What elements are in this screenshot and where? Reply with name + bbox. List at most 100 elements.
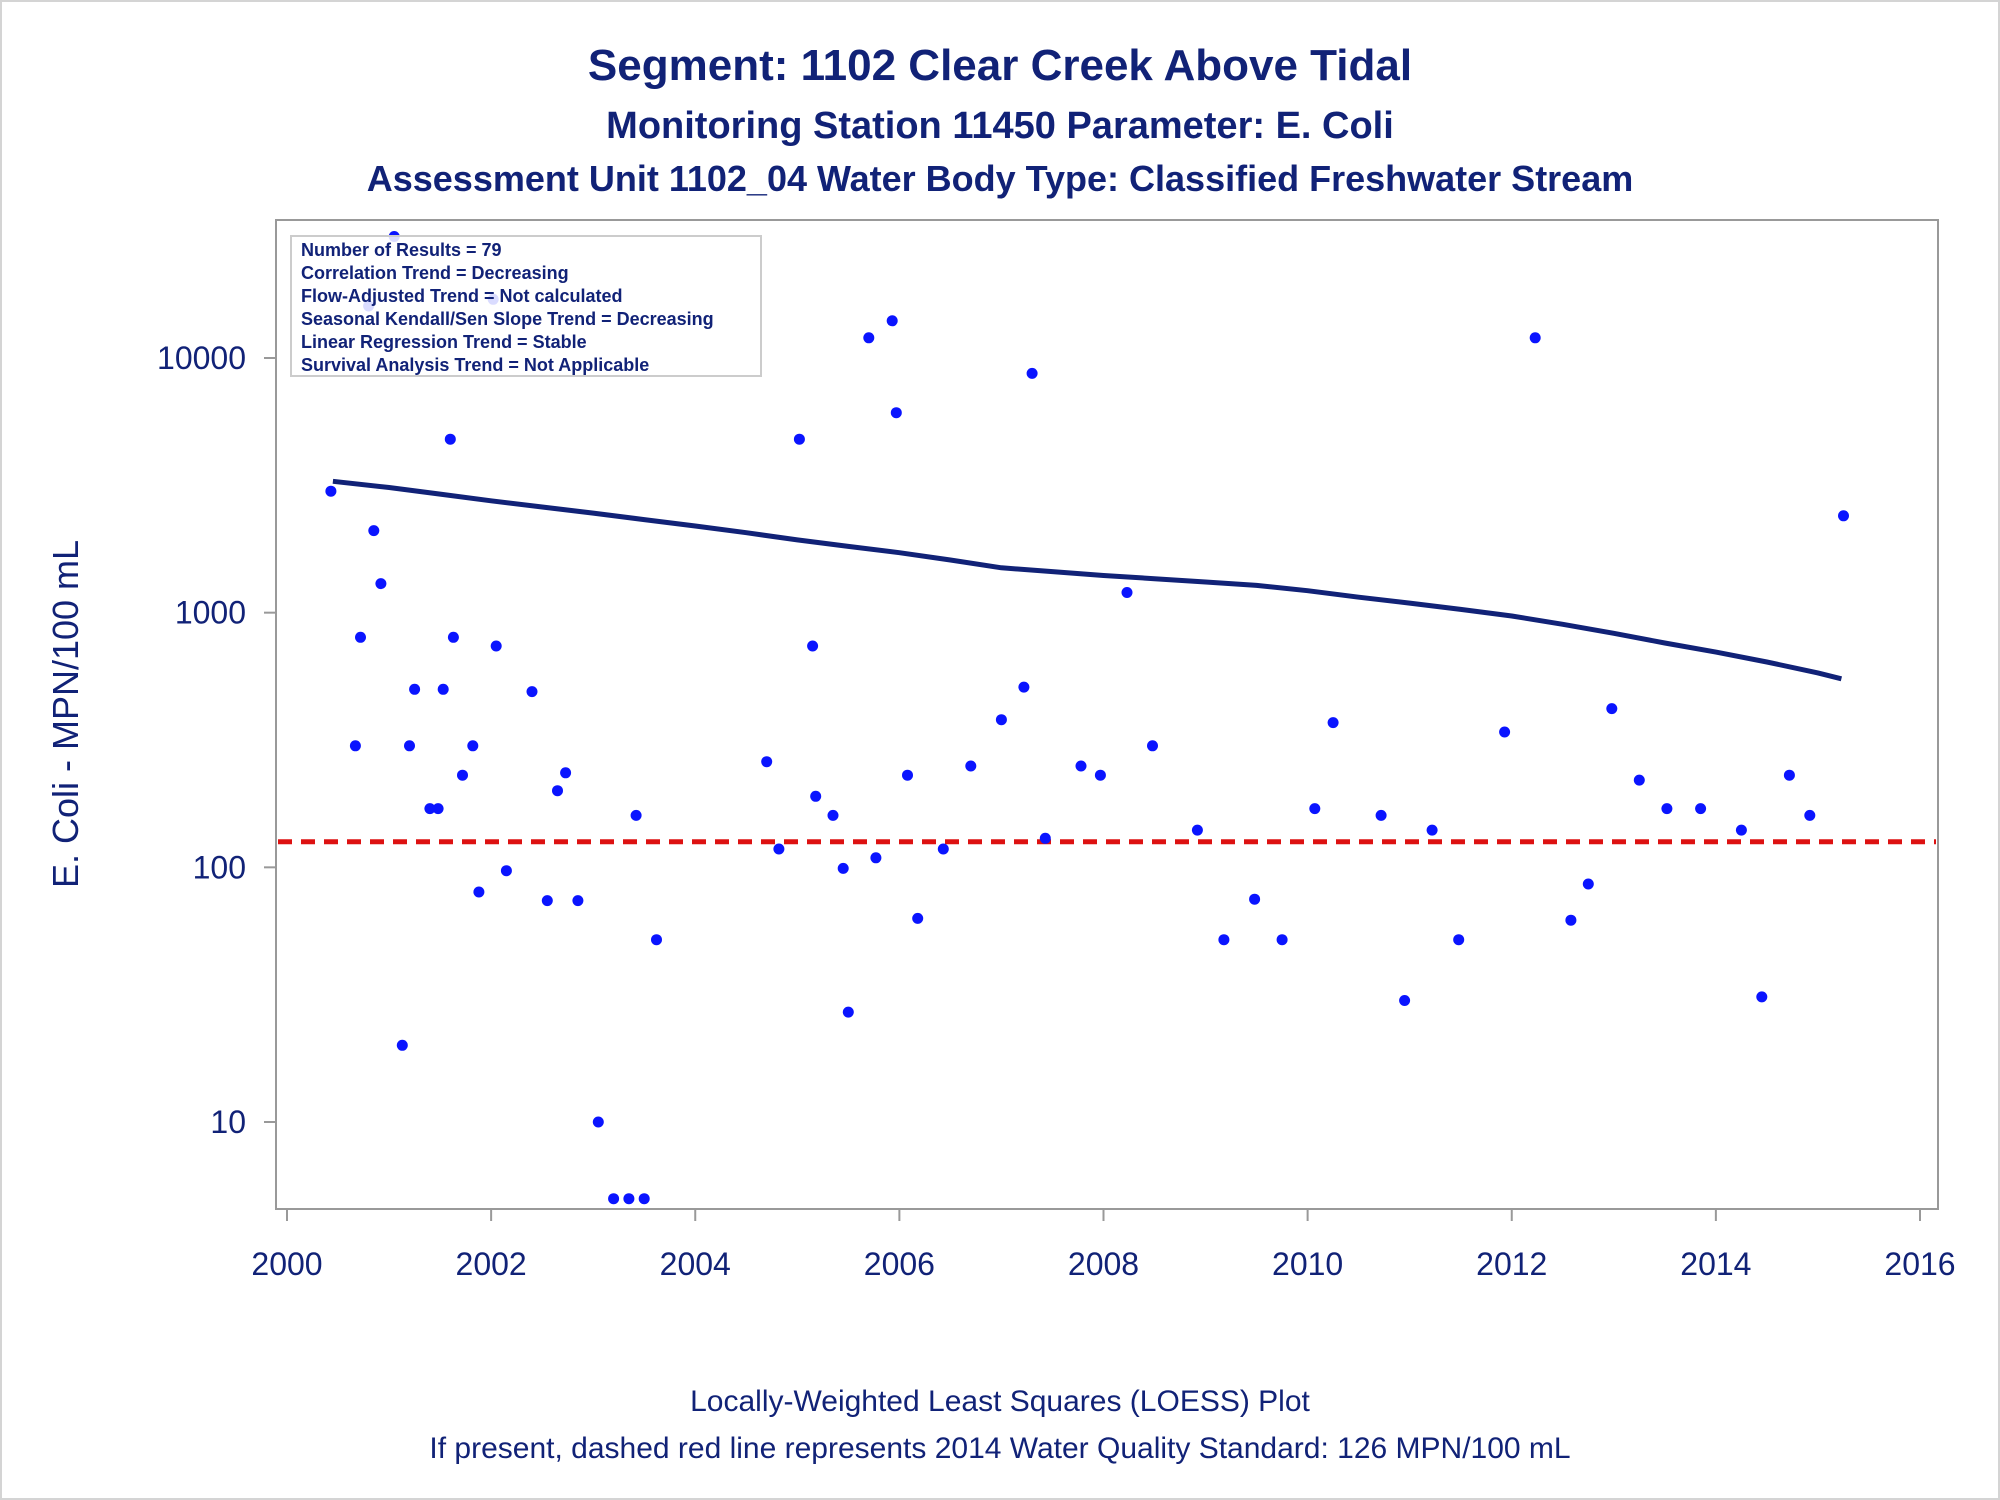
y-axis: 10 100 1000 10000 [157,340,276,1140]
stat-linear-regression-trend: Linear Regression Trend = Stable [301,332,587,352]
data-point [912,912,924,924]
data-point [368,525,380,537]
data-point [886,315,898,327]
data-point [1026,367,1038,379]
data-point [1399,995,1411,1006]
x-tick-label: 2008 [1068,1246,1139,1282]
data-point [457,769,468,781]
data-point [572,895,584,907]
data-point [651,934,662,946]
data-point [1838,510,1849,522]
x-tick-label: 2006 [864,1246,935,1282]
data-point [1582,878,1594,890]
data-point [807,640,819,652]
data-point [349,740,361,752]
x-tick-label: 2004 [660,1246,731,1282]
data-point [937,843,949,855]
x-tick-label: 2016 [1884,1246,1955,1282]
data-point [965,760,977,772]
data-point [827,809,839,821]
x-axis: 2000 2002 2004 2006 2008 2010 2012 2014 2016 [251,1209,1956,1282]
data-point [1756,991,1768,1003]
data-point [592,1116,604,1128]
data-point [630,809,642,821]
data-point [1147,740,1158,752]
stat-correlation-trend: Correlation Trend = Decreasing [301,263,569,283]
data-point [902,769,913,781]
stat-survival-analysis-trend: Survival Analysis Trend = Not Applicable [301,355,649,375]
loess-trend-line [332,478,1843,682]
y-axis-label: E. Coli - MPN/100 mL [45,540,86,888]
data-point [1075,760,1087,772]
data-point [424,803,436,815]
data-point [1529,332,1541,344]
stats-box: Number of Results = 79 Correlation Trend… [290,235,762,377]
stat-seasonal-kendall-trend: Seasonal Kendall/Sen Slope Trend = Decre… [301,309,714,329]
data-point [1039,832,1051,844]
data-point [541,895,553,907]
x-tick-label: 2000 [251,1246,322,1282]
y-tick-label: 1000 [175,595,246,631]
data-point [1375,809,1387,821]
data-point [1606,703,1618,715]
data-point [552,785,563,797]
data-point [837,862,849,874]
data-point [1191,824,1203,836]
data-point [447,631,459,643]
data-point [623,1193,635,1205]
data-point [1018,681,1030,693]
x-tick-label: 2010 [1272,1246,1343,1282]
data-point [1094,769,1106,781]
data-point [490,640,502,652]
data-point [444,433,456,445]
x-tick-label: 2014 [1680,1246,1751,1282]
data-point [1309,803,1321,815]
data-point [773,843,785,855]
data-point [526,686,538,698]
data-point [1695,803,1707,815]
stat-number-of-results: Number of Results = 79 [301,240,502,260]
data-point [375,578,387,590]
data-point [560,767,572,779]
data-point [1565,914,1577,926]
footnote-standard: If present, dashed red line represents 2… [429,1432,1570,1465]
data-point [608,1193,620,1205]
data-point [1735,824,1747,836]
data-point [467,740,479,752]
footnote-loess: Locally-Weighted Least Squares (LOESS) P… [690,1385,1310,1418]
data-point [1426,824,1438,836]
data-point [473,886,485,898]
data-point [1499,726,1511,738]
x-tick-label: 2012 [1476,1246,1547,1282]
data-point [842,1006,854,1018]
stats-box-frame [290,235,762,377]
data-points [325,231,1849,1205]
data-point [1276,934,1288,946]
data-point [1804,809,1816,821]
plot-area [275,219,1939,1210]
data-point [1218,934,1230,946]
y-tick-label: 10 [210,1104,246,1140]
data-point [432,803,444,815]
data-point [1661,803,1673,815]
data-point [761,756,773,768]
stat-flow-adjusted-trend: Flow-Adjusted Trend = Not calculated [301,286,623,306]
x-tick-label: 2002 [456,1246,527,1282]
data-point [325,485,337,497]
data-point [500,865,512,877]
data-point [437,683,449,695]
data-point [810,790,822,802]
data-point [863,332,875,344]
data-point [793,433,805,445]
data-point [355,631,366,643]
data-point [870,852,882,864]
y-tick-label: 100 [193,849,246,885]
data-point [1121,587,1133,598]
data-point [995,714,1007,726]
data-point [404,740,415,752]
data-point [396,1039,408,1051]
data-point [638,1193,650,1205]
data-point [409,683,421,695]
data-point [1783,769,1795,781]
